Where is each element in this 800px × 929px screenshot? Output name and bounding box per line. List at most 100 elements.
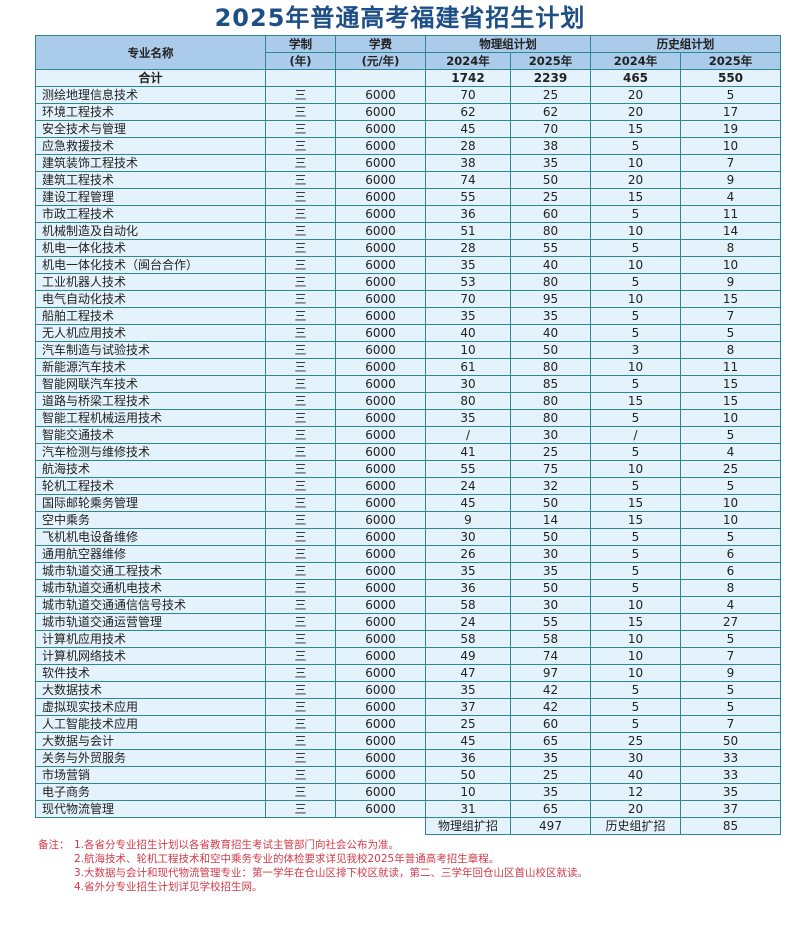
cell-physics-2024: 31 — [425, 800, 511, 818]
cell-fee: 6000 — [335, 681, 426, 699]
cell-history-2024: 30 — [590, 749, 681, 767]
header-duration-unit: (年) — [265, 52, 336, 70]
cell-physics-2024: 58 — [425, 630, 511, 648]
cell-physics-2024: 47 — [425, 664, 511, 682]
cell-duration: 三 — [265, 358, 336, 376]
cell-physics-2025: 38 — [510, 137, 591, 155]
cell-duration: 三 — [265, 460, 336, 478]
cell-fee: 6000 — [335, 154, 426, 172]
cell-physics-2024: 70 — [425, 290, 511, 308]
table-row: 道路与桥梁工程技术三 6000 80 80 15 15 — [35, 392, 781, 410]
table-row: 计算机应用技术三 6000 58 58 10 5 — [35, 630, 781, 648]
cell-major-name: 建筑工程技术 — [35, 171, 266, 189]
table-row: 关务与外贸服务三 6000 36 35 30 33 — [35, 749, 781, 767]
cell-physics-2025: 30 — [510, 426, 591, 444]
table-row: 城市轨道交通运营管理三 6000 24 55 15 27 — [35, 613, 781, 631]
cell-major-name: 电子商务 — [35, 783, 266, 801]
cell-major-name: 船舶工程技术 — [35, 307, 266, 325]
cell-history-2025: 7 — [680, 647, 781, 665]
cell-physics-2025: 35 — [510, 562, 591, 580]
table-row: 建筑装饰工程技术三 6000 38 35 10 7 — [35, 154, 781, 172]
cell-history-2024: 5 — [590, 443, 681, 461]
cell-physics-2024: 49 — [425, 647, 511, 665]
table-row: 虚拟现实技术应用三 6000 37 42 5 5 — [35, 698, 781, 716]
cell-history-2024: 5 — [590, 715, 681, 733]
cell-physics-2024: 50 — [425, 766, 511, 784]
cell-history-2025: 8 — [680, 579, 781, 597]
note-item: 1.各省分专业招生计划以各省教育招生考试主管部门向社会公布为准。 — [74, 839, 400, 851]
cell-fee: 6000 — [335, 562, 426, 580]
cell-physics-2025: 25 — [510, 86, 591, 104]
cell-history-2025: 15 — [680, 290, 781, 308]
cell-history-2024: 5 — [590, 579, 681, 597]
cell-major-name: 建设工程管理 — [35, 188, 266, 206]
cell-physics-2025: 35 — [510, 783, 591, 801]
cell-physics-2024: 51 — [425, 222, 511, 240]
cell-history-2024: 5 — [590, 528, 681, 546]
expansion-row: 物理组扩招 497 历史组扩招 85 — [35, 817, 781, 835]
cell-physics-2025: 35 — [510, 307, 591, 325]
cell-history-2024: 5 — [590, 681, 681, 699]
header-physics-2024: 2024年 — [425, 52, 511, 70]
cell-duration: 三 — [265, 732, 336, 750]
cell-fee: 6000 — [335, 86, 426, 104]
cell-duration: 三 — [265, 681, 336, 699]
table-row: 电气自动化技术三 6000 70 95 10 15 — [35, 290, 781, 308]
table-row: 航海技术三 6000 55 75 10 25 — [35, 460, 781, 478]
cell-history-2024: / — [590, 426, 681, 444]
cell-physics-2025: 60 — [510, 205, 591, 223]
cell-physics-2024: 10 — [425, 783, 511, 801]
cell-physics-2024: 45 — [425, 120, 511, 138]
cell-physics-2025: 50 — [510, 528, 591, 546]
cell-physics-2024: 61 — [425, 358, 511, 376]
table-row: 无人机应用技术三 6000 40 40 5 5 — [35, 324, 781, 342]
cell-history-2025: 6 — [680, 545, 781, 563]
cell-duration: 三 — [265, 205, 336, 223]
cell-major-name: 轮机工程技术 — [35, 477, 266, 495]
cell-major-name: 市场营销 — [35, 766, 266, 784]
cell-major-name: 关务与外贸服务 — [35, 749, 266, 767]
cell-fee: 6000 — [335, 715, 426, 733]
cell-history-2025: 17 — [680, 103, 781, 121]
cell-physics-2024: 41 — [425, 443, 511, 461]
cell-major-name: 安全技术与管理 — [35, 120, 266, 138]
cell-physics-2025: 80 — [510, 222, 591, 240]
cell-duration: 三 — [265, 409, 336, 427]
header-duration: 学制 — [265, 35, 336, 53]
cell-history-2025: 4 — [680, 188, 781, 206]
cell-history-2025: 10 — [680, 409, 781, 427]
cell-history-2024: 15 — [590, 120, 681, 138]
cell-fee: 6000 — [335, 137, 426, 155]
cell-history-2024: 10 — [590, 647, 681, 665]
cell-physics-2024: 35 — [425, 409, 511, 427]
table-row: 市政工程技术三 6000 36 60 5 11 — [35, 205, 781, 223]
cell-fee: 6000 — [335, 120, 426, 138]
cell-duration: 三 — [265, 443, 336, 461]
header-physics-plan: 物理组计划 — [425, 35, 591, 53]
table-row: 智能网联汽车技术三 6000 30 85 5 15 — [35, 375, 781, 393]
cell-history-2024: 5 — [590, 307, 681, 325]
cell-duration: 三 — [265, 239, 336, 257]
cell-history-2024: 5 — [590, 205, 681, 223]
cell-history-2024: 12 — [590, 783, 681, 801]
cell-fee: 6000 — [335, 460, 426, 478]
cell-duration: 三 — [265, 528, 336, 546]
table-row: 汽车制造与试验技术三 6000 10 50 3 8 — [35, 341, 781, 359]
cell-physics-2025: 85 — [510, 375, 591, 393]
cell-physics-2025: 80 — [510, 392, 591, 410]
cell-history-2024: 15 — [590, 188, 681, 206]
cell-duration: 三 — [265, 766, 336, 784]
table-row: 轮机工程技术三 6000 24 32 5 5 — [35, 477, 781, 495]
cell-fee: 6000 — [335, 477, 426, 495]
cell-fee: 6000 — [335, 783, 426, 801]
cell-fee: 6000 — [335, 545, 426, 563]
cell-history-2024: 3 — [590, 341, 681, 359]
notes-label: 备注： — [38, 839, 70, 851]
header-fee: 学费 — [335, 35, 426, 53]
cell-major-name: 虚拟现实技术应用 — [35, 698, 266, 716]
cell-history-2025: 5 — [680, 426, 781, 444]
total-history-2025: 550 — [680, 69, 781, 87]
cell-duration: 三 — [265, 86, 336, 104]
cell-duration: 三 — [265, 664, 336, 682]
cell-fee: 6000 — [335, 358, 426, 376]
